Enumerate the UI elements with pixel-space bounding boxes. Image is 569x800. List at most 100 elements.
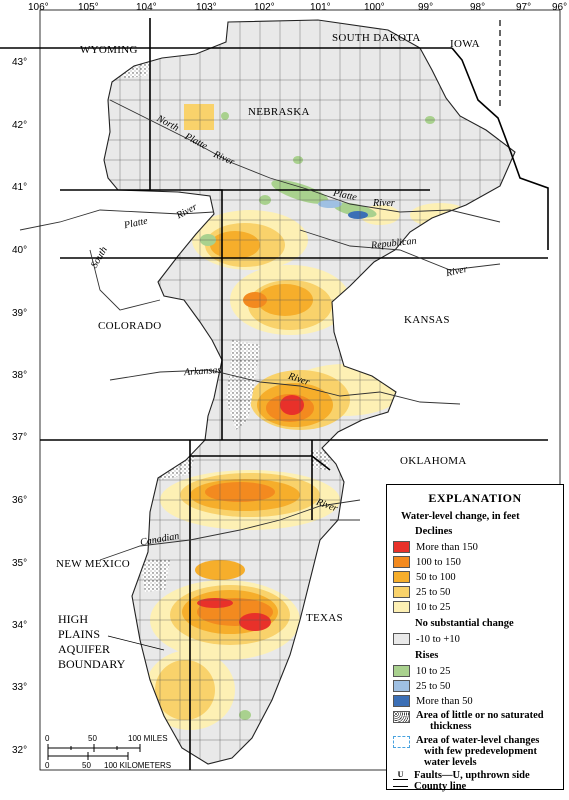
legend-swatch xyxy=(393,556,410,568)
rivers xyxy=(19,99,501,561)
lon-tick: 103° xyxy=(196,2,217,13)
scale-km-tick: 50 xyxy=(82,761,91,770)
lat-tick: 42° xyxy=(12,120,28,131)
legend-line: thickness xyxy=(430,721,472,732)
legend-label: 10 to 25 xyxy=(416,665,451,677)
state-label-colorado: COLORADO xyxy=(98,320,162,332)
legend-swatch xyxy=(393,586,410,598)
graticule-ticks xyxy=(39,9,561,771)
fault-symbol: U xyxy=(393,770,408,780)
state-label-new-mexico: NEW MEXICO xyxy=(56,558,130,570)
legend-row-decline: 100 to 150 xyxy=(393,556,461,568)
lat-tick: 39° xyxy=(12,308,28,319)
legend-label: 10 to 25 xyxy=(416,601,451,613)
scale-km-tick: 0 xyxy=(45,761,50,770)
legend-label: More than 150 xyxy=(416,541,478,553)
lat-tick: 43° xyxy=(12,57,28,68)
legend-label: -10 to +10 xyxy=(416,633,460,645)
legend-row-rise: More than 50 xyxy=(393,695,473,707)
lon-tick: 96° xyxy=(552,2,568,13)
scale-miles-tick: 100 MILES xyxy=(128,734,168,743)
lat-tick: 34° xyxy=(12,620,28,631)
state-label-kansas: KANSAS xyxy=(404,314,450,326)
legend-label: County line xyxy=(414,780,467,792)
lat-tick: 37° xyxy=(12,432,28,443)
legend-swatch xyxy=(393,695,410,707)
lon-tick: 102° xyxy=(254,2,275,13)
lat-tick: 32° xyxy=(12,745,28,756)
legend-swatch xyxy=(393,665,410,677)
legend-row-decline: 50 to 100 xyxy=(393,571,456,583)
lon-tick: 101° xyxy=(310,2,331,13)
legend-row-few-predevelopment: Area of water-level changes with few pred… xyxy=(393,735,539,768)
legend-row-faults: U Faults—U, upthrown side xyxy=(393,769,530,781)
legend-row-little-saturated: Area of little or no saturated thickness xyxy=(393,710,544,732)
legend-label: Area of water-level changes with few pred… xyxy=(416,735,539,768)
lat-tick: 35° xyxy=(12,558,28,569)
stipple-swatch xyxy=(393,711,410,723)
lat-tick: 41° xyxy=(12,182,28,193)
legend-label: 25 to 50 xyxy=(416,586,451,598)
lon-tick: 105° xyxy=(78,2,99,13)
legend-swatch xyxy=(393,601,410,613)
state-label-iowa: IOWA xyxy=(450,38,480,50)
legend-row-no-change: -10 to +10 xyxy=(393,633,460,645)
lat-tick: 38° xyxy=(12,370,28,381)
legend-line: Area of little or no saturated xyxy=(416,710,544,721)
lat-tick: 40° xyxy=(12,245,28,256)
dashed-swatch xyxy=(393,736,410,748)
aquifer-boundary-label: HIGH PLAINS AQUIFER BOUNDARY xyxy=(58,612,138,672)
state-label-nebraska: NEBRASKA xyxy=(248,106,310,118)
scale-miles-tick: 0 xyxy=(45,734,50,743)
legend-line: Area of water-level changes xyxy=(416,735,540,746)
state-borders xyxy=(0,18,549,770)
legend-row-decline: 10 to 25 xyxy=(393,601,450,613)
legend-swatch xyxy=(393,633,410,645)
legend-label: 50 to 100 xyxy=(416,571,456,583)
legend-row-decline: More than 150 xyxy=(393,541,478,553)
legend-swatch xyxy=(393,680,410,692)
map-legend: EXPLANATION Water-level change, in feet … xyxy=(386,484,564,792)
lat-tick: 33° xyxy=(12,682,28,693)
legend-swatch xyxy=(393,541,410,553)
legend-row-rise: 25 to 50 xyxy=(393,680,450,692)
legend-row-decline: 25 to 50 xyxy=(393,586,450,598)
state-label-wyoming: WYOMING xyxy=(80,44,138,56)
boundary-label-line: AQUIFER xyxy=(58,642,111,656)
legend-label: 100 to 150 xyxy=(416,556,461,568)
legend-row-rise: 10 to 25 xyxy=(393,665,450,677)
legend-rises-heading: Rises xyxy=(415,650,439,661)
legend-line: water levels xyxy=(424,757,477,768)
legend-subtitle: Water-level change, in feet xyxy=(401,511,520,522)
legend-declines-heading: Declines xyxy=(415,526,453,537)
legend-label: Faults—U, upthrown side xyxy=(414,769,530,781)
legend-title: EXPLANATION xyxy=(428,491,522,505)
lat-tick: 36° xyxy=(12,495,28,506)
boundary-label-line: PLAINS xyxy=(58,627,101,641)
state-label-south-dakota: SOUTH DAKOTA xyxy=(332,32,421,44)
state-label-texas: TEXAS xyxy=(306,612,343,624)
scale-miles-tick: 50 xyxy=(88,734,97,743)
legend-no-change-heading: No substantial change xyxy=(415,618,514,629)
boundary-label-line: BOUNDARY xyxy=(58,657,126,671)
county-line-symbol xyxy=(393,785,408,787)
legend-swatch xyxy=(393,571,410,583)
scale-bar xyxy=(47,744,141,760)
lon-tick: 97° xyxy=(516,2,532,13)
lon-tick: 104° xyxy=(136,2,157,13)
legend-line: with few predevelopment xyxy=(424,746,537,757)
lon-tick: 100° xyxy=(364,2,385,13)
state-label-oklahoma: OKLAHOMA xyxy=(400,455,467,467)
lon-tick: 98° xyxy=(470,2,486,13)
scale-km-tick: 100 KILOMETERS xyxy=(104,761,172,770)
legend-label: Area of little or no saturated thickness xyxy=(416,710,544,732)
legend-row-county: County line xyxy=(393,780,467,792)
legend-label: More than 50 xyxy=(416,695,473,707)
river-label: River xyxy=(373,198,395,209)
lon-tick: 99° xyxy=(418,2,434,13)
legend-label: 25 to 50 xyxy=(416,680,451,692)
lon-tick: 106° xyxy=(28,2,49,13)
boundary-label-line: HIGH xyxy=(58,612,88,626)
